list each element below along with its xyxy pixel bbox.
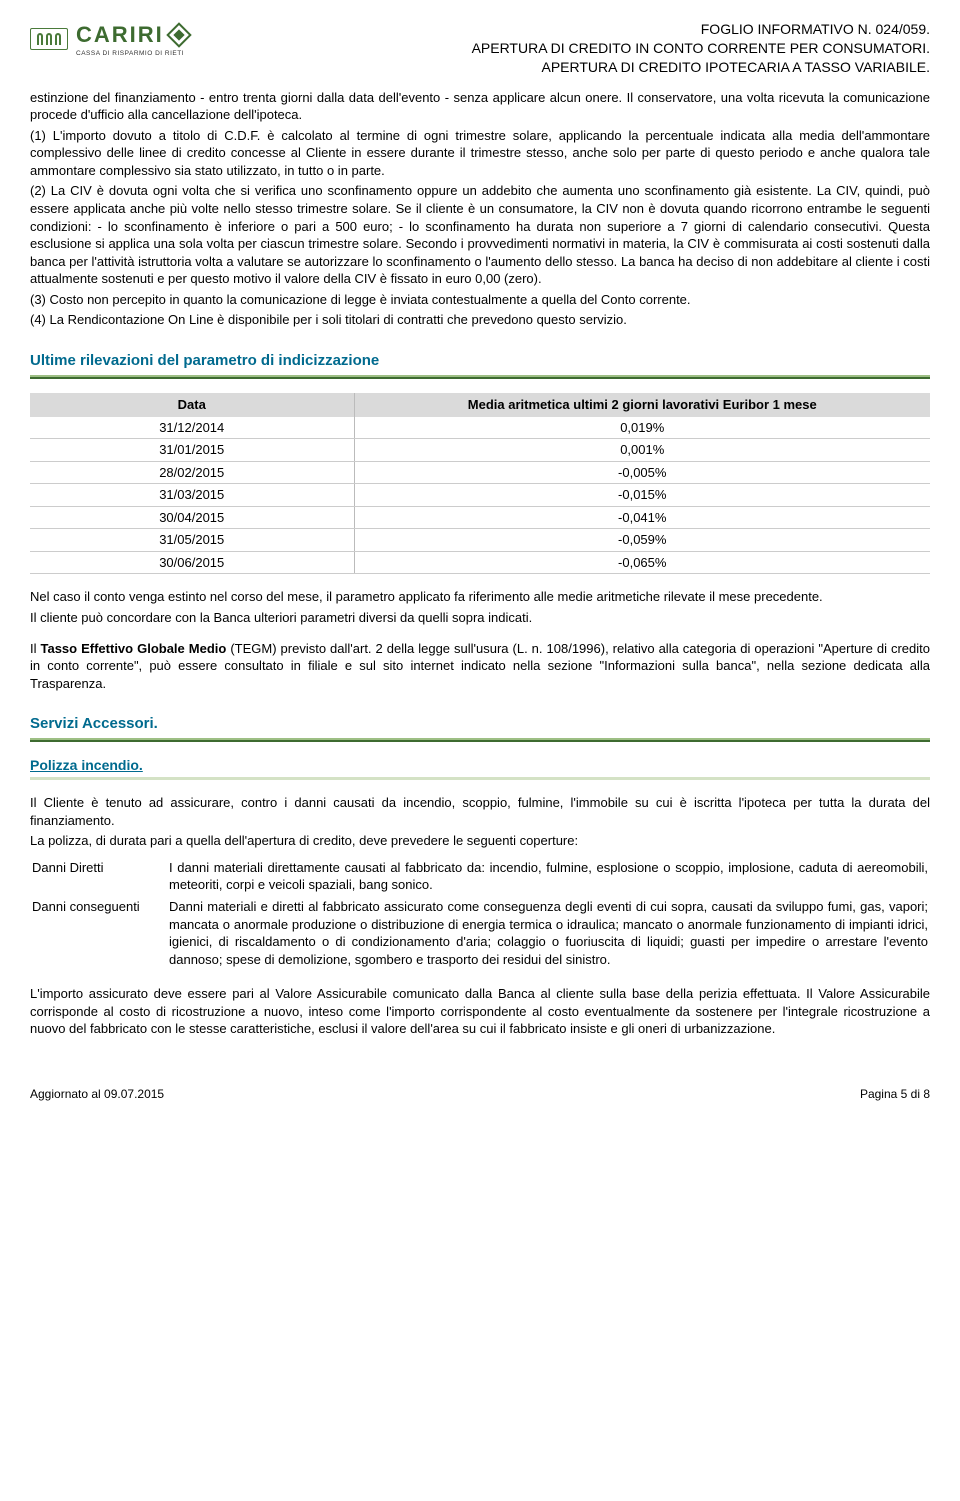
logo-block: CARIRI CASSA DI RISPARMIO DI RIETI: [30, 20, 188, 58]
definitions-table: Danni DirettiI danni materiali direttame…: [30, 856, 930, 971]
diamond-icon: [166, 22, 191, 47]
rates-value: 0,001%: [354, 439, 930, 462]
note-1: (1) L'importo dovuto a titolo di C.D.F. …: [30, 127, 930, 180]
after-table-p1: Nel caso il conto venga estinto nel cors…: [30, 588, 930, 606]
rates-date: 30/04/2015: [30, 506, 354, 529]
definition-term: Danni conseguenti: [32, 897, 167, 969]
rates-date: 31/01/2015: [30, 439, 354, 462]
rates-value: -0,005%: [354, 461, 930, 484]
tegm-paragraph: Il Tasso Effettivo Globale Medio (TEGM) …: [30, 640, 930, 693]
rates-date: 31/12/2014: [30, 417, 354, 439]
intro-paragraph: estinzione del finanziamento - entro tre…: [30, 89, 930, 124]
rates-value: -0,015%: [354, 484, 930, 507]
definition-desc: I danni materiali direttamente causati a…: [169, 858, 928, 895]
table-row: 30/04/2015-0,041%: [30, 506, 930, 529]
final-paragraph: L'importo assicurato deve essere pari al…: [30, 985, 930, 1038]
polizza-p1: Il Cliente è tenuto ad assicurare, contr…: [30, 794, 930, 829]
note-4: (4) La Rendicontazione On Line è disponi…: [30, 311, 930, 329]
rates-date: 31/03/2015: [30, 484, 354, 507]
note-3: (3) Costo non percepito in quanto la com…: [30, 291, 930, 309]
after-table-p2: Il cliente può concordare con la Banca u…: [30, 609, 930, 627]
table-row: 31/01/20150,001%: [30, 439, 930, 462]
rates-col2: Media aritmetica ultimi 2 giorni lavorat…: [354, 393, 930, 417]
logo-subtitle: CASSA DI RISPARMIO DI RIETI: [76, 50, 188, 59]
table-row: 28/02/2015-0,005%: [30, 461, 930, 484]
section-rule: [30, 738, 930, 742]
table-row: 31/05/2015-0,059%: [30, 529, 930, 552]
logo-name: CARIRI: [76, 20, 164, 50]
page-header: CARIRI CASSA DI RISPARMIO DI RIETI FOGLI…: [30, 20, 930, 77]
sub-polizza-title: Polizza incendio.: [30, 756, 930, 775]
section-rule: [30, 375, 930, 379]
definition-desc: Danni materiali e diretti al fabbricato …: [169, 897, 928, 969]
note-2: (2) La CIV è dovuta ogni volta che si ve…: [30, 182, 930, 287]
rates-date: 30/06/2015: [30, 551, 354, 574]
document-heading: FOGLIO INFORMATIVO N. 024/059. APERTURA …: [472, 20, 930, 77]
doc-head-line1: FOGLIO INFORMATIVO N. 024/059.: [472, 20, 930, 39]
footer-updated: Aggiornato al 09.07.2015: [30, 1086, 164, 1102]
page-footer: Aggiornato al 09.07.2015 Pagina 5 di 8: [30, 1086, 930, 1102]
footer-page: Pagina 5 di 8: [860, 1086, 930, 1102]
rates-value: -0,065%: [354, 551, 930, 574]
rates-value: -0,059%: [354, 529, 930, 552]
table-row: 31/12/20140,019%: [30, 417, 930, 439]
doc-head-line3: APERTURA DI CREDITO IPOTECARIA A TASSO V…: [472, 58, 930, 77]
table-row: 31/03/2015-0,015%: [30, 484, 930, 507]
subsection-rule: [30, 777, 930, 780]
definition-term: Danni Diretti: [32, 858, 167, 895]
doc-head-line2: APERTURA DI CREDITO IN CONTO CORRENTE PE…: [472, 39, 930, 58]
rates-date: 28/02/2015: [30, 461, 354, 484]
rates-table: Data Media aritmetica ultimi 2 giorni la…: [30, 393, 930, 574]
definition-row: Danni conseguentiDanni materiali e diret…: [32, 897, 928, 969]
rates-value: 0,019%: [354, 417, 930, 439]
section-rates-title: Ultime rilevazioni del parametro di indi…: [30, 351, 930, 371]
rates-value: -0,041%: [354, 506, 930, 529]
table-row: 30/06/2015-0,065%: [30, 551, 930, 574]
section-servizi-title: Servizi Accessori.: [30, 714, 930, 734]
logo-icon: [30, 28, 68, 50]
rates-date: 31/05/2015: [30, 529, 354, 552]
polizza-p2: La polizza, di durata pari a quella dell…: [30, 832, 930, 850]
definition-row: Danni DirettiI danni materiali direttame…: [32, 858, 928, 895]
rates-col1: Data: [30, 393, 354, 417]
